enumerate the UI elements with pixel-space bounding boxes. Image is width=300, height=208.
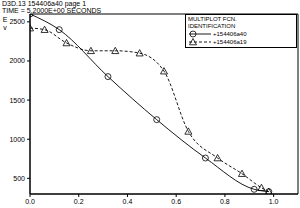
html-text:MULTIPLOT FCN.: MULTIPLOT FCN. bbox=[188, 16, 237, 22]
html-text:v: v bbox=[3, 24, 7, 31]
svg-text:2000: 2000 bbox=[9, 57, 25, 64]
svg-text:1.0: 1.0 bbox=[269, 198, 279, 205]
svg-text:0.8: 0.8 bbox=[220, 198, 230, 205]
html-text:TIME = 5.2000E+00 SECONDS: TIME = 5.2000E+00 SECONDS bbox=[2, 7, 102, 14]
html-text:+154406a40: +154406a40 bbox=[213, 30, 247, 37]
html-text:IDENTIFICATION: IDENTIFICATION bbox=[188, 23, 236, 29]
svg-text:500: 500 bbox=[13, 175, 25, 182]
html-text:+154406a19: +154406a19 bbox=[213, 38, 247, 45]
svg-text:0.2: 0.2 bbox=[74, 198, 84, 205]
svg-text:1000: 1000 bbox=[9, 136, 25, 143]
html-text:E: E bbox=[2, 16, 8, 23]
html-text:D3D.13 154406a40 page 1: D3D.13 154406a40 page 1 bbox=[2, 0, 87, 7]
svg-text:1500: 1500 bbox=[9, 97, 25, 104]
svg-text:2500: 2500 bbox=[9, 18, 25, 25]
svg-text:0.4: 0.4 bbox=[123, 198, 133, 205]
svg-text:0.6: 0.6 bbox=[171, 198, 181, 205]
svg-text:0.0: 0.0 bbox=[25, 198, 35, 205]
